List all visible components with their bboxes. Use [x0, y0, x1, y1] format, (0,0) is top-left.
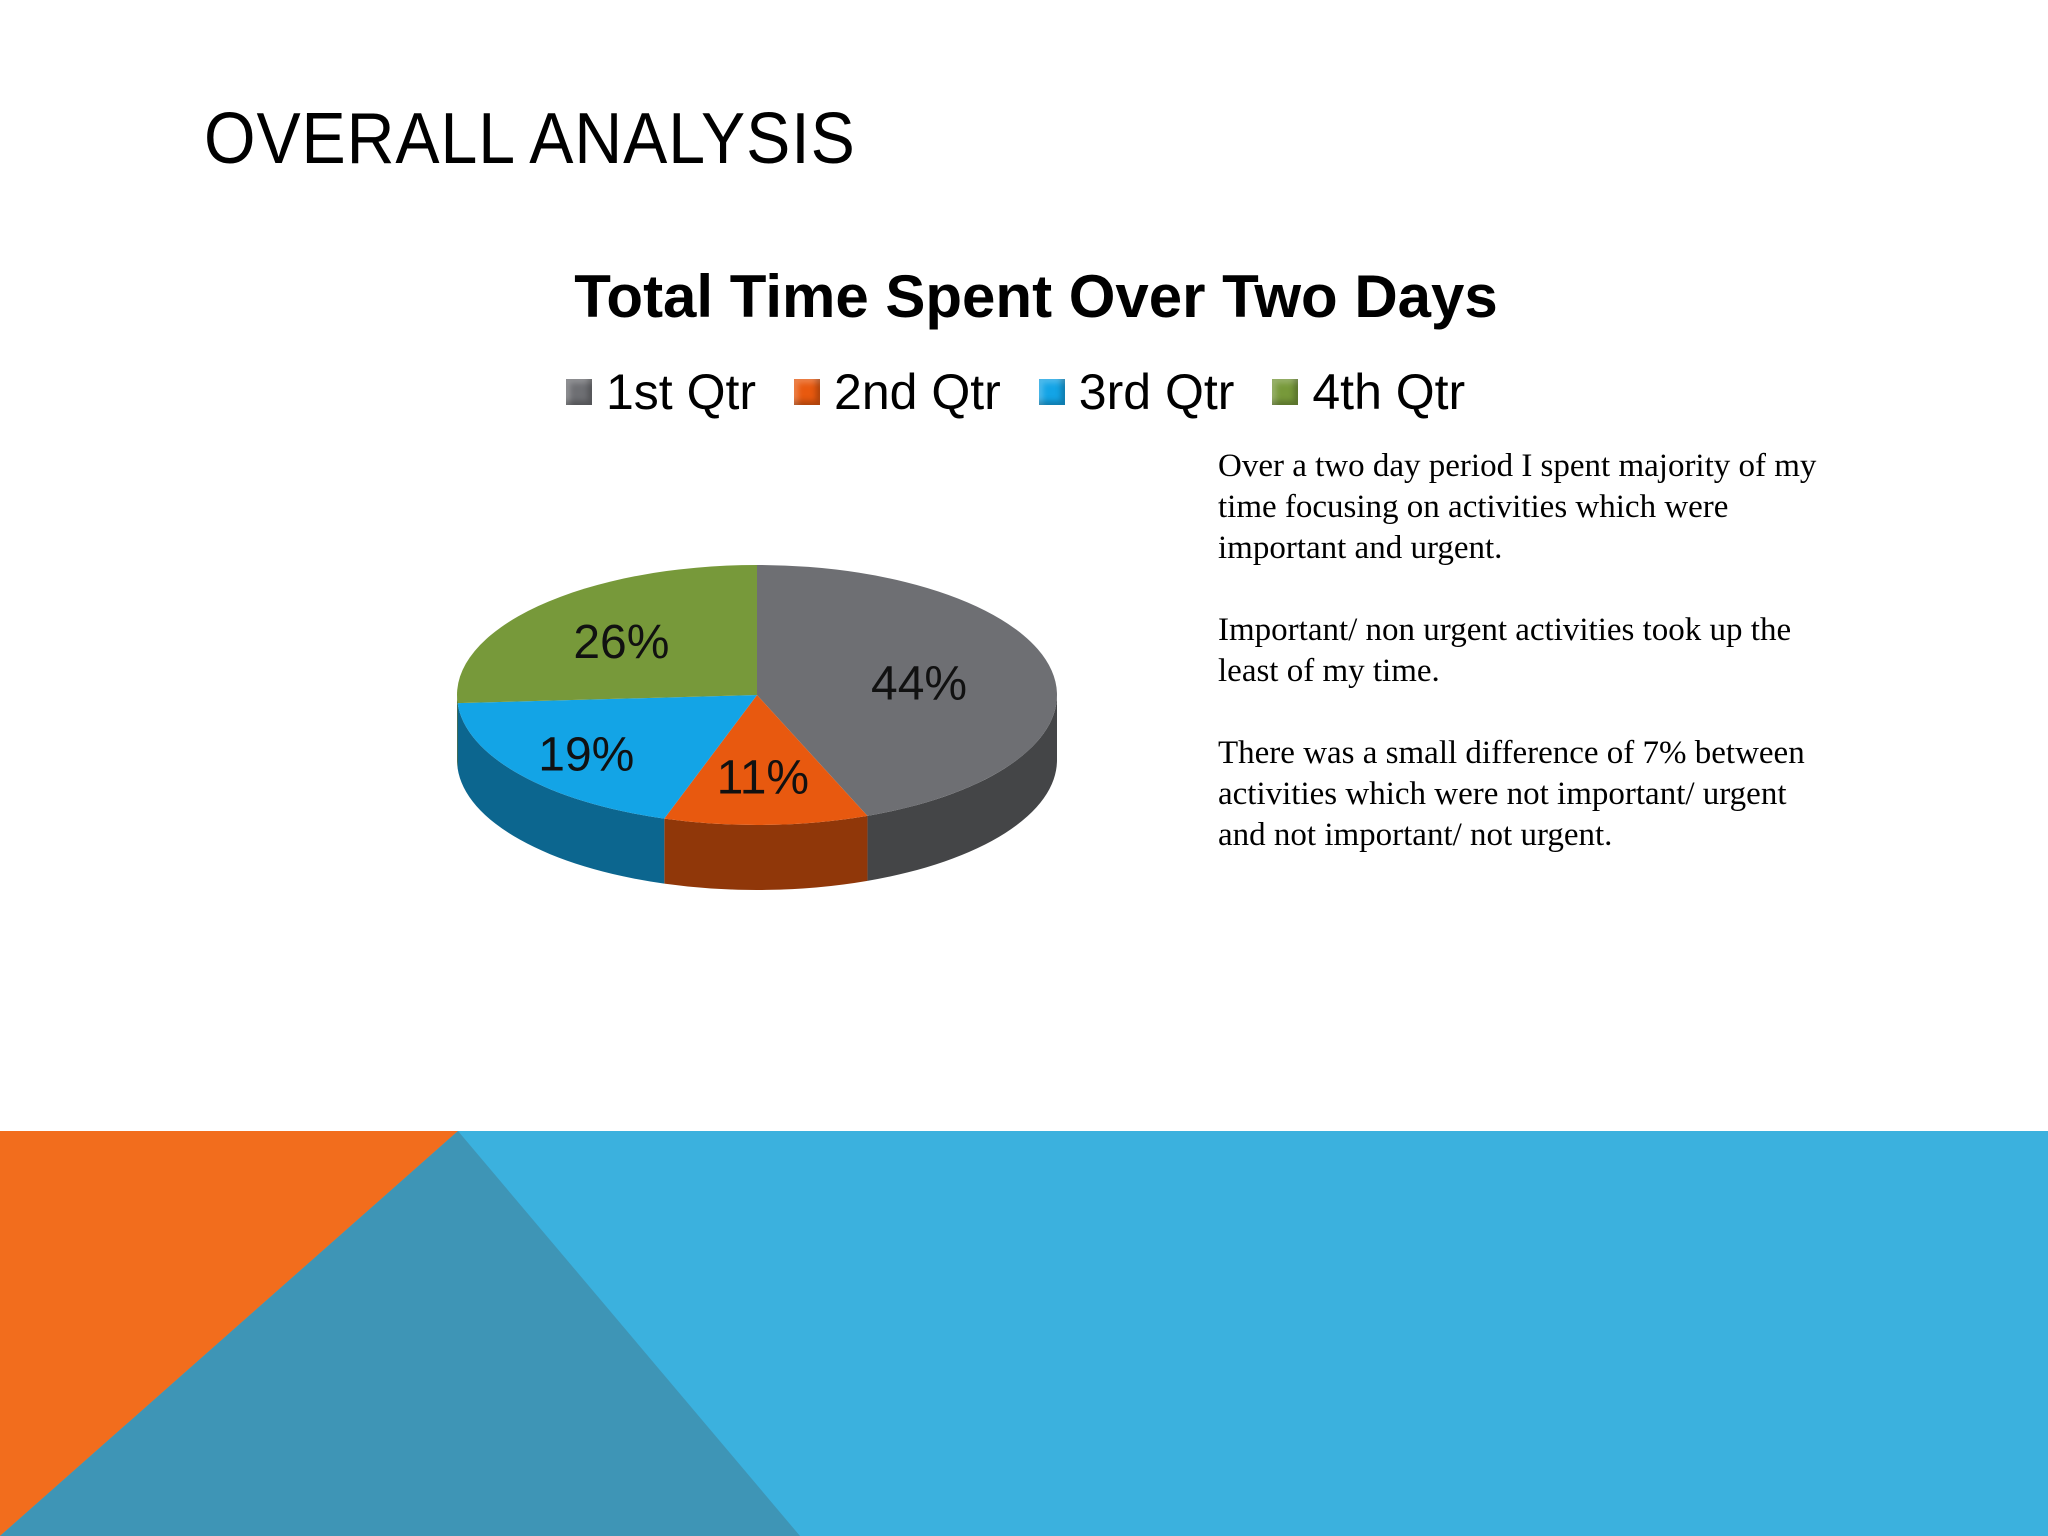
legend-swatch-q1: [566, 379, 592, 405]
legend-label-q3: 3rd Qtr: [1078, 364, 1235, 420]
legend-swatch-q3: [1038, 379, 1065, 405]
pie-slice-q3: [457, 695, 757, 819]
legend-item-q2: 2nd Qtr: [794, 363, 1001, 421]
chart-title: Total Time Spent Over Two Days: [574, 263, 1498, 330]
note-paragraph-3: There was a small difference of 7% betwe…: [1218, 735, 1805, 853]
legend-label-q4: 4th Qtr: [1312, 364, 1466, 420]
pie-side-q3: [457, 703, 665, 884]
slide-title: OVERALL ANALYSIS: [204, 99, 856, 179]
legend-item-q4: 4th Qtr: [1272, 363, 1465, 421]
data-label-q2: 11%: [717, 752, 810, 805]
note-paragraph-2: Important/ non urgent activities took up…: [1218, 612, 1792, 689]
pie-side-q1: [867, 695, 1057, 881]
legend-swatch-q2: [794, 379, 821, 405]
pie-side-q4: [457, 695, 458, 769]
legend-item-q1: 1st Qtr: [566, 363, 756, 421]
legend-swatch-q4: [1272, 379, 1299, 405]
pie-slice-q1: [757, 565, 1057, 816]
decorative-footer-band: [0, 1131, 2048, 1536]
pie-chart: 44% 11% 19% 26%: [457, 565, 1057, 890]
data-label-q1: 44%: [871, 658, 967, 711]
legend-label-q1: 1st Qtr: [606, 364, 757, 420]
data-label-q4: 26%: [573, 616, 669, 669]
legend-label-q2: 2nd Qtr: [834, 364, 1001, 420]
chart-legend: 1st Qtr 2nd Qtr 3rd Qtr 4th Qtr: [566, 362, 1503, 422]
note-paragraph-1: Over a two day period I spent majority o…: [1218, 448, 1817, 566]
legend-item-q3: 3rd Qtr: [1038, 363, 1235, 421]
footer-steel-triangle: [0, 1131, 800, 1536]
data-label-q3: 19%: [538, 728, 634, 781]
notes-text: Over a two day period I spent majority o…: [1218, 446, 1838, 897]
pie-side-q2: [664, 815, 868, 890]
pie-slice-q2: [664, 695, 868, 825]
pie-slice-q4: [457, 565, 757, 704]
